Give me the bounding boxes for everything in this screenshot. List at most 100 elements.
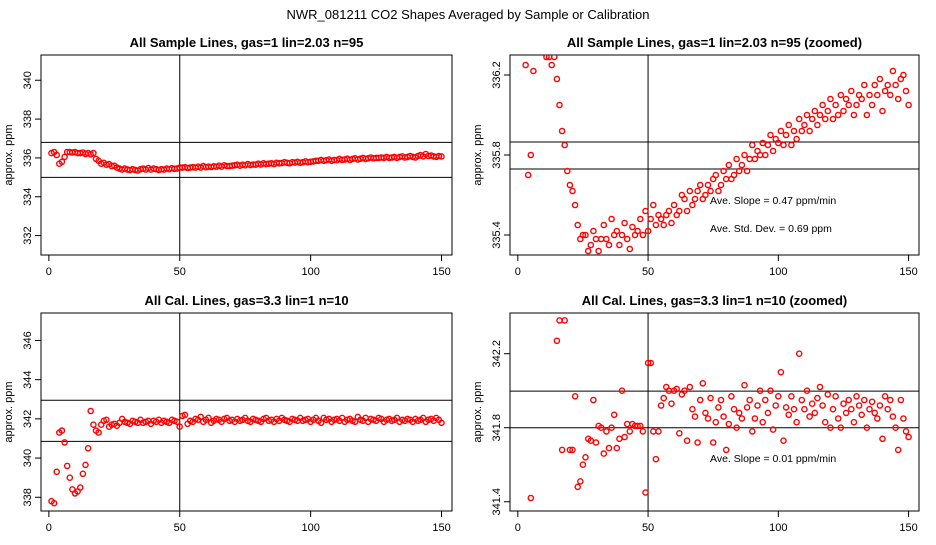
data-point (808, 400, 816, 408)
data-point (889, 67, 897, 75)
data-point (524, 171, 532, 179)
x-tick-label: 150 (899, 522, 917, 534)
data-point (725, 420, 733, 428)
y-tick-label: 336 (22, 149, 34, 167)
data-point (816, 111, 824, 119)
data-point (733, 155, 740, 163)
data-point (657, 402, 665, 409)
data-point (866, 91, 873, 99)
data-point (738, 415, 746, 422)
data-point (676, 207, 683, 215)
data-point (884, 81, 892, 89)
data-point (50, 499, 58, 507)
data-point (61, 153, 68, 161)
data-point (558, 127, 566, 135)
data-point (863, 111, 871, 119)
panel-4: All Cal. Lines, gas=3.3 lin=1 n=10 (zoom… (472, 293, 920, 534)
data-point (571, 201, 579, 209)
data-point (574, 221, 582, 229)
data-point (722, 446, 730, 454)
data-point (626, 428, 634, 435)
x-tick-label: 100 (301, 522, 319, 534)
data-point (579, 231, 587, 239)
data-point (759, 139, 767, 147)
data-point (814, 394, 821, 402)
data-point (689, 201, 696, 209)
data-point (618, 387, 626, 395)
data-point (900, 71, 907, 79)
data-point (569, 187, 576, 195)
data-point (530, 67, 537, 75)
data-point (782, 131, 790, 139)
data-point (642, 489, 649, 496)
data-series (48, 407, 445, 507)
data-point (803, 111, 811, 119)
data-point (670, 201, 678, 209)
data-point (618, 231, 626, 239)
data-point (751, 415, 759, 422)
panel-1: All Sample Lines, gas=1 lin=2.03 n=95 0 50… (3, 35, 453, 278)
data-point (551, 55, 558, 61)
data-point (777, 368, 785, 376)
data-point (735, 409, 743, 417)
x-tick-label: 100 (769, 522, 787, 534)
plot-frame (509, 312, 920, 512)
data-point (77, 484, 84, 491)
data-point (775, 392, 782, 400)
y-tick-label: 336.2 (491, 61, 503, 89)
data-point (868, 101, 876, 109)
data-point (707, 394, 714, 402)
data-point (795, 115, 803, 123)
data-point (816, 383, 824, 391)
data-point (900, 415, 907, 422)
data-point (608, 424, 615, 432)
data-point (879, 107, 886, 115)
x-tick-label: 50 (642, 522, 654, 534)
data-point (749, 428, 756, 435)
data-point (587, 241, 595, 249)
data-point (887, 91, 894, 99)
data-point (527, 494, 535, 502)
data-point (527, 151, 535, 159)
data-point (861, 396, 868, 404)
data-point (103, 416, 110, 424)
data-point (556, 317, 563, 324)
data-point (819, 101, 826, 109)
panel-title: All Sample Lines, gas=1 lin=2.03 n=95 (130, 35, 364, 50)
data-point (874, 91, 881, 99)
data-point (730, 171, 738, 179)
data-point (63, 462, 71, 470)
y-tick-label: 344 (22, 370, 34, 388)
figure-title: NWR_081211 CO2 Shapes Averaged by Sample… (286, 7, 649, 22)
data-point (889, 413, 897, 420)
data-point (832, 392, 839, 400)
y-tick-label: 346 (22, 331, 34, 349)
data-point (668, 219, 675, 227)
data-point (561, 317, 569, 324)
data-point (90, 149, 97, 157)
data-point (61, 439, 68, 446)
data-series (48, 148, 445, 174)
data-point (82, 461, 89, 469)
data-point (814, 121, 821, 129)
data-point (754, 402, 761, 409)
data-point (793, 135, 800, 143)
data-point (848, 405, 855, 413)
data-point (610, 411, 618, 419)
y-tick-label: 335.4 (491, 221, 503, 249)
data-point (902, 428, 910, 435)
data-point (749, 141, 756, 149)
data-point (806, 413, 813, 420)
data-point (772, 402, 780, 409)
x-tick-label: 0 (515, 522, 521, 534)
x-tick-label: 50 (174, 266, 186, 278)
data-point (840, 107, 847, 115)
data-point (639, 231, 647, 239)
data-point (634, 422, 641, 430)
data-point (79, 470, 87, 478)
data-point (887, 396, 894, 404)
panel-title: All Cal. Lines, gas=3.3 lin=1 n=10 (zoom… (582, 293, 848, 308)
data-point (715, 187, 722, 195)
data-point (821, 418, 829, 426)
data-point (704, 415, 712, 422)
